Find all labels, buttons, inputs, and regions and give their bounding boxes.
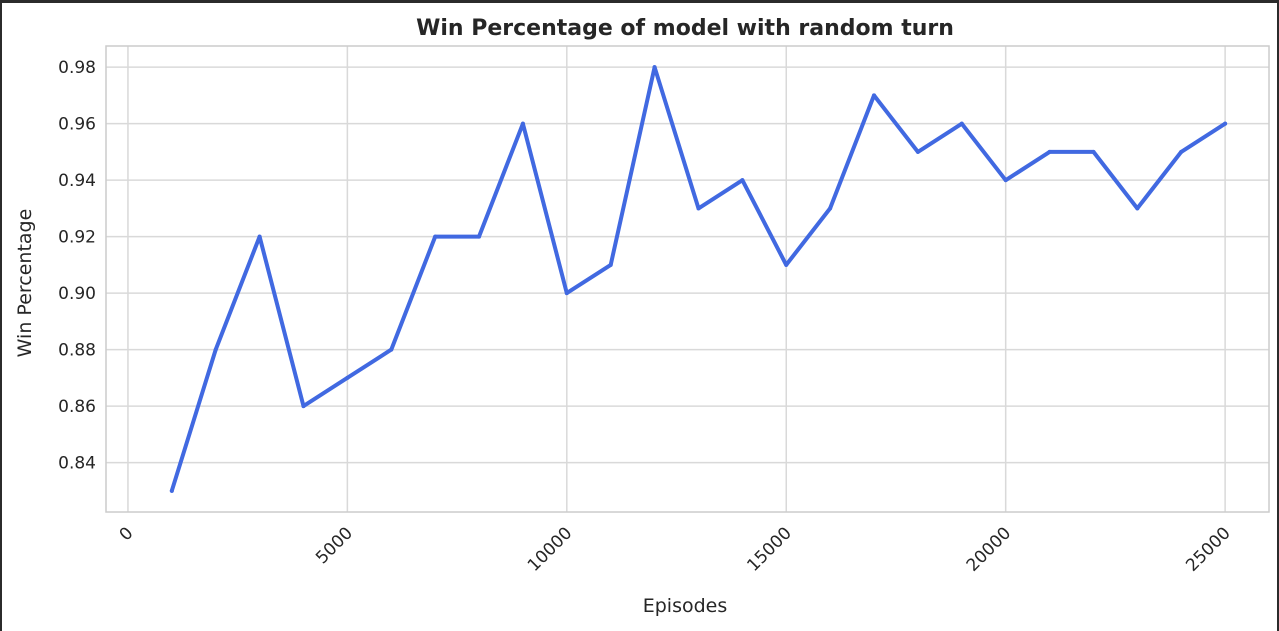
data-point xyxy=(169,488,174,493)
series-line xyxy=(169,65,1228,493)
data-point xyxy=(1135,206,1140,211)
x-tick-label: 5000 xyxy=(312,523,357,568)
x-tick-label: 25000 xyxy=(1182,523,1234,575)
data-point xyxy=(301,404,306,409)
x-axis-title: Episodes xyxy=(643,595,728,617)
x-tick-label: 10000 xyxy=(524,523,576,575)
y-tick-label: 0.86 xyxy=(58,397,96,417)
plot-area-border xyxy=(105,45,1270,513)
series-group xyxy=(169,65,1228,493)
y-tick-label: 0.84 xyxy=(58,454,96,474)
y-tick-label: 0.90 xyxy=(58,284,96,304)
data-point xyxy=(784,262,789,267)
data-point xyxy=(345,375,350,380)
y-tick-label: 0.92 xyxy=(58,228,96,248)
y-tick-label: 0.94 xyxy=(58,171,96,191)
data-point xyxy=(1179,149,1184,154)
data-point xyxy=(696,206,701,211)
y-axis-title: Win Percentage xyxy=(14,209,36,358)
data-point xyxy=(608,262,613,267)
data-point xyxy=(872,93,877,98)
data-point xyxy=(1003,178,1008,183)
data-point xyxy=(1091,149,1096,154)
data-point xyxy=(213,347,218,352)
chart-title: Win Percentage of model with random turn xyxy=(416,16,954,41)
y-tick-label: 0.96 xyxy=(58,115,96,135)
data-point xyxy=(652,65,657,70)
data-point xyxy=(959,121,964,126)
line-chart: Win Percentage of model with random turn… xyxy=(14,16,1270,617)
data-point xyxy=(740,178,745,183)
data-point xyxy=(433,234,438,239)
data-point xyxy=(564,291,569,296)
data-point xyxy=(257,234,262,239)
y-tick-label: 0.88 xyxy=(58,341,96,361)
x-tick-label: 15000 xyxy=(743,523,795,575)
data-point xyxy=(389,347,394,352)
data-point xyxy=(1223,121,1228,126)
x-tick-label: 20000 xyxy=(963,523,1015,575)
data-point xyxy=(1047,149,1052,154)
y-axis: 0.84 0.86 0.88 0.90 0.92 0.94 0.96 0.98 xyxy=(58,58,96,473)
y-tick-label: 0.98 xyxy=(58,58,96,78)
grid-lines xyxy=(106,46,1269,512)
figure-frame: Win Percentage of model with random turn… xyxy=(2,3,1277,631)
x-tick-label: 0 xyxy=(116,523,138,545)
data-point xyxy=(828,206,833,211)
data-point xyxy=(477,234,482,239)
x-axis: 0 5000 10000 15000 20000 25000 xyxy=(116,523,1235,575)
data-point xyxy=(915,149,920,154)
data-point xyxy=(520,121,525,126)
